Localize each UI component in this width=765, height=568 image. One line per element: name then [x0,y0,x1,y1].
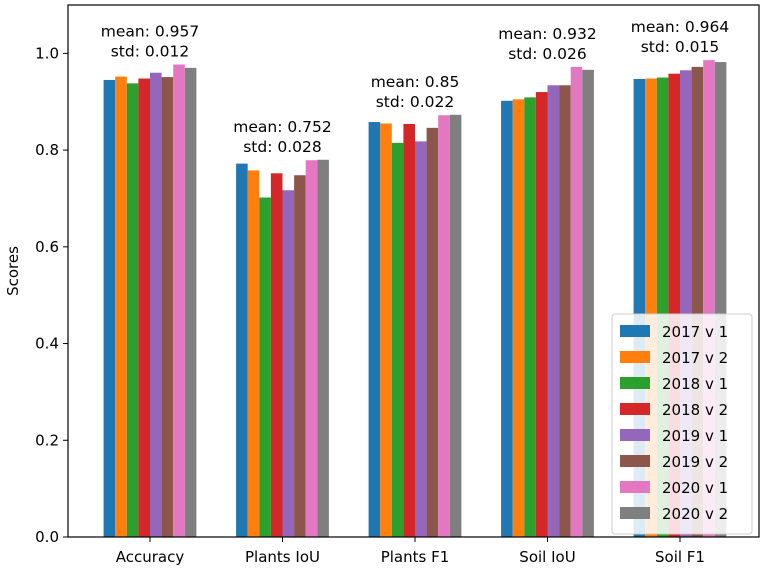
bar-plants-iou-2019-v-1 [282,190,295,538]
x-tick-label: Accuracy [116,548,185,566]
legend-swatch [620,325,650,337]
bar-soil-f1-2017-v-1 [633,79,646,537]
bar-accuracy-2018-v-2 [138,78,150,537]
bar-plants-f1-2019-v-1 [415,141,427,537]
bar-soil-f1-2019-v-2 [691,66,704,537]
bar-soil-f1-2018-v-2 [668,73,680,538]
legend-label: 2017 v 1 [662,323,728,341]
bar-soil-iou-2020-v-1 [570,66,583,537]
annotation-std: std: 0.026 [508,45,587,63]
bar-soil-iou-2020-v-2 [582,69,594,537]
bar-soil-f1-2018-v-1 [656,77,669,538]
bar-plants-iou-2020-v-1 [305,160,318,537]
x-axis: Accuracy Plants IoU Plants F1 Soil IoU Soil … [116,537,705,566]
x-tick-label: Soil IoU [519,548,575,566]
y-tick-label: 0.8 [35,141,59,159]
bar-plants-iou-2018-v-1 [259,197,271,538]
bars-layer [103,60,727,538]
bar-accuracy-2017-v-2 [115,76,127,537]
bar-plants-f1-2017-v-1 [368,122,381,537]
plot-frame [67,4,760,538]
legend-label: 2018 v 2 [662,401,728,419]
y-tick-label: 0.4 [35,335,59,353]
legend-label: 2019 v 2 [662,453,728,471]
bar-plants-iou-2018-v-2 [270,173,283,537]
y-tick-label: 0.6 [35,238,59,256]
x-tick-label: Plants IoU [245,548,320,566]
annotation-std: std: 0.012 [111,43,190,61]
bar-soil-f1-2020-v-1 [703,60,715,537]
annotation-std: std: 0.028 [243,138,322,156]
y-tick-label: 1.0 [35,44,59,62]
legend-swatch [620,481,650,493]
bar-plants-iou-2017-v-1 [236,163,248,537]
y-axis: 0.0 0.2 0.4 0.6 0.8 1.0 [35,44,68,546]
bar-plants-iou-2020-v-2 [317,159,329,537]
bar-soil-iou-2019-v-1 [547,85,560,537]
bar-plants-iou-2019-v-2 [294,175,306,538]
bar-soil-iou-2017-v-2 [512,99,525,537]
bar-accuracy-2020-v-1 [173,64,185,538]
bar-accuracy-2017-v-1 [103,79,116,538]
y-tick-label: 0.2 [35,431,59,449]
legend-swatch [620,455,650,467]
legend-label: 2020 v 1 [662,479,728,497]
y-axis-label: Scores [4,246,22,296]
annotations-layer: mean: 0.957 std: 0.012 mean: 0.752 std: 0.0… [101,18,729,156]
bar-plants-f1-2020-v-2 [449,114,462,537]
annotation-mean: mean: 0.957 [101,23,199,41]
y-tick-label: 0.0 [35,528,59,546]
legend-label: 2018 v 1 [662,375,728,393]
bar-soil-f1-2019-v-1 [680,70,692,537]
legend-swatch [620,429,650,441]
bar-accuracy-2018-v-1 [126,83,139,537]
legend-swatch [620,377,650,389]
annotation-mean: mean: 0.752 [233,118,331,136]
bar-soil-f1-2017-v-2 [645,78,657,537]
annotation-mean: mean: 0.964 [631,18,729,36]
annotation-std: std: 0.022 [376,93,455,111]
bar-plants-f1-2017-v-2 [380,123,392,538]
bar-accuracy-2019-v-2 [161,77,174,537]
bar-soil-iou-2018-v-1 [524,97,536,538]
bar-soil-f1-2020-v-2 [714,62,727,537]
legend-label: 2017 v 2 [662,349,728,367]
annotation-mean: mean: 0.85 [371,73,460,91]
legend-box [611,313,753,535]
bar-plants-iou-2017-v-2 [247,170,260,537]
bar-soil-iou-2018-v-2 [535,92,548,538]
bar-plants-f1-2020-v-1 [438,115,450,538]
legend: 2017 v 1 2017 v 2 2018 v 1 2018 v 2 2019 v 1… [611,313,753,535]
legend-label: 2019 v 1 [662,427,728,445]
legend-swatch [620,403,650,415]
bar-accuracy-2020-v-2 [184,67,197,538]
legend-swatch [620,507,650,519]
bar-plants-f1-2018-v-2 [403,123,415,537]
bar-soil-iou-2017-v-1 [501,100,513,537]
bar-soil-iou-2019-v-2 [559,85,571,537]
bar-plants-f1-2019-v-2 [426,127,439,537]
bar-accuracy-2019-v-1 [150,72,162,538]
x-tick-label: Soil F1 [655,548,705,566]
legend-label: 2020 v 2 [662,505,728,523]
annotation-std: std: 0.015 [641,38,720,56]
bar-plants-f1-2018-v-1 [391,142,404,537]
annotation-mean: mean: 0.932 [498,25,596,43]
legend-swatch [620,351,650,363]
x-tick-label: Plants F1 [381,548,450,566]
